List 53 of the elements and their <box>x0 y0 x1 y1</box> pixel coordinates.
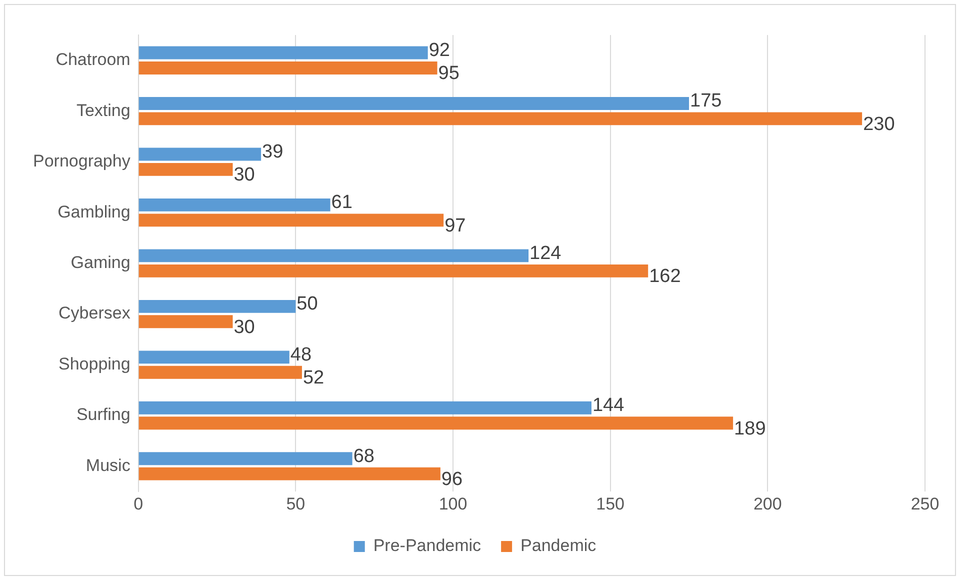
data-label: 30 <box>234 164 255 186</box>
y-tick-label: Shopping <box>58 354 130 374</box>
bar <box>138 315 233 328</box>
data-label: 48 <box>290 344 312 366</box>
data-label: 52 <box>302 368 324 389</box>
legend-label: Pandemic <box>520 536 597 556</box>
y-tick-label: Gaming <box>70 252 130 272</box>
data-label: 175 <box>690 90 722 112</box>
bar <box>138 62 438 74</box>
data-label: 189 <box>734 418 766 440</box>
bar <box>138 452 352 466</box>
y-tick-label: Texting <box>76 100 130 120</box>
data-label: 95 <box>438 63 460 84</box>
data-label: 68 <box>353 446 374 467</box>
data-label: 39 <box>262 141 284 162</box>
x-tick-label: 200 <box>753 494 782 514</box>
bar <box>138 198 330 212</box>
data-label: 50 <box>296 294 318 315</box>
bar <box>138 112 862 126</box>
bar <box>138 401 592 414</box>
y-tick-label: Gambling <box>58 202 130 222</box>
bar <box>138 162 233 176</box>
bar <box>138 214 444 227</box>
bar <box>138 350 290 364</box>
data-label: 124 <box>530 242 562 264</box>
data-label: 162 <box>649 266 681 288</box>
bar <box>138 249 529 262</box>
bar <box>138 467 440 480</box>
data-label: 97 <box>444 215 466 236</box>
x-tick-label: 150 <box>596 494 625 514</box>
x-tick-label: 250 <box>910 494 940 514</box>
y-tick-label: Surfing <box>76 405 130 424</box>
legend-label: Pre-Pandemic <box>373 536 482 556</box>
x-tick-label: 50 <box>286 494 306 514</box>
y-tick-label: Pornography <box>33 152 131 171</box>
bar <box>138 148 262 161</box>
data-label: 230 <box>863 114 895 135</box>
bar <box>138 300 296 313</box>
bar <box>138 97 690 110</box>
data-label: 144 <box>592 395 625 416</box>
data-label: 30 <box>234 316 255 338</box>
bar <box>138 366 302 379</box>
data-label: 61 <box>331 192 352 214</box>
data-label: 92 <box>428 40 450 61</box>
y-tick-label: Music <box>86 456 131 475</box>
x-tick-label: 100 <box>438 494 468 514</box>
bar <box>138 264 648 278</box>
y-tick-label: Chatroom <box>56 50 130 70</box>
x-tick-label: 0 <box>134 494 144 514</box>
bar <box>138 416 734 430</box>
bar <box>138 46 428 60</box>
y-tick-label: Cybersex <box>58 304 131 323</box>
data-label: 96 <box>441 469 463 490</box>
